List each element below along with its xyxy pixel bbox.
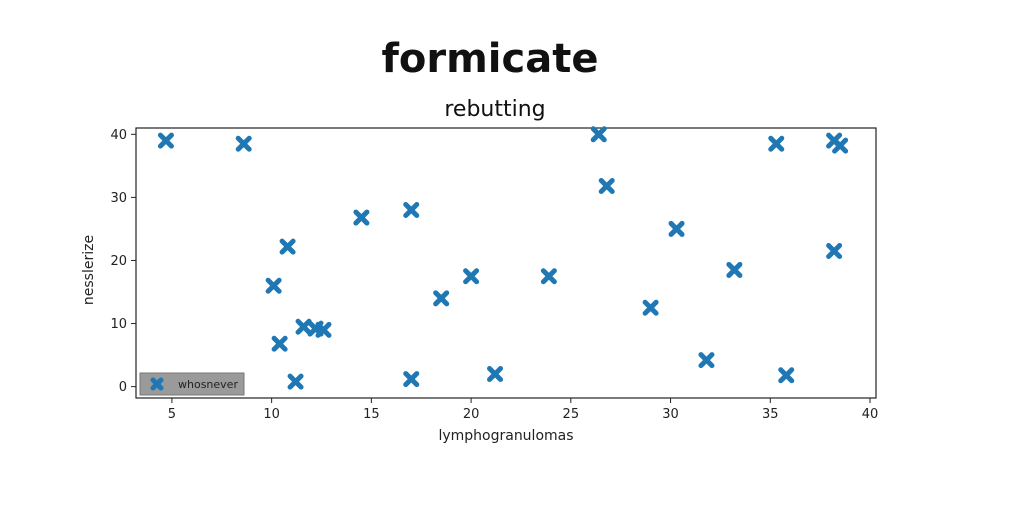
data-point-0-0 [157, 132, 174, 149]
data-point-0-26 [826, 243, 843, 260]
legend-marker-x [150, 377, 164, 391]
data-point-0-11-stroke-b [403, 371, 420, 388]
data-point-0-6-stroke-b [295, 318, 312, 335]
data-point-0-17 [598, 178, 615, 195]
data-markers [157, 126, 849, 390]
data-point-0-8-stroke-b [315, 321, 332, 338]
x-axis-label: lymphogranulomas [438, 428, 573, 444]
data-point-0-13-stroke-b [463, 268, 480, 285]
data-point-0-0-stroke-b [157, 132, 174, 149]
data-point-0-2-stroke-b [265, 277, 282, 294]
data-point-0-18-stroke-b [642, 299, 659, 316]
data-point-0-25-stroke-b [832, 137, 849, 154]
plot-frame [135, 127, 877, 399]
y-axis-ticks: 0 10 20 30 40 [110, 128, 136, 395]
data-point-0-25 [832, 137, 849, 154]
data-point-0-20 [698, 352, 715, 369]
data-point-0-4-stroke-b [279, 238, 296, 255]
data-point-0-11 [403, 371, 420, 388]
data-point-0-10 [403, 202, 420, 219]
data-point-0-23 [778, 367, 795, 384]
y-tick-label-20: 20 [110, 254, 127, 269]
x-tick-label-5: 5 [168, 407, 176, 422]
data-point-0-21-stroke-b [726, 261, 743, 278]
data-point-0-13 [463, 268, 480, 285]
data-point-0-3-stroke-b [271, 335, 288, 352]
data-point-0-3 [271, 335, 288, 352]
legend-box [139, 372, 245, 396]
data-point-0-17-stroke-b [598, 178, 615, 195]
data-point-0-14-stroke-b [487, 366, 504, 383]
data-point-0-22 [768, 135, 785, 152]
y-tick-label-30: 30 [110, 191, 127, 206]
data-point-0-14 [487, 366, 504, 383]
y-tick-label-0: 0 [119, 380, 127, 395]
data-point-0-23-stroke-b [778, 367, 795, 384]
legend-marker [150, 377, 164, 391]
data-point-0-12 [433, 290, 450, 307]
data-point-0-19 [668, 220, 685, 237]
x-tick-label-15: 15 [363, 407, 380, 422]
data-point-0-18 [642, 299, 659, 316]
data-point-0-4 [279, 238, 296, 255]
chart-title: formicate [382, 36, 599, 82]
data-point-0-26-stroke-b [826, 243, 843, 260]
data-point-0-9 [353, 209, 370, 226]
y-tick-label-40: 40 [110, 128, 127, 143]
x-tick-label-20: 20 [463, 407, 480, 422]
data-point-0-15 [540, 268, 557, 285]
data-point-0-19-stroke-b [668, 220, 685, 237]
data-point-0-6 [295, 318, 312, 335]
data-point-0-8 [315, 321, 332, 338]
data-point-0-9-stroke-b [353, 209, 370, 226]
data-point-0-20-stroke-b [698, 352, 715, 369]
x-tick-label-35: 35 [762, 407, 779, 422]
y-tick-label-10: 10 [110, 317, 127, 332]
data-point-0-1 [235, 135, 252, 152]
x-axis-ticks: 5 10 15 20 25 30 35 40 [168, 398, 879, 422]
x-tick-label-40: 40 [862, 407, 879, 422]
data-point-0-2 [265, 277, 282, 294]
legend: whosnever [139, 372, 245, 396]
legend-label: whosnever [178, 378, 238, 391]
data-point-0-22-stroke-b [768, 135, 785, 152]
x-tick-label-10: 10 [263, 407, 280, 422]
chart-subtitle: rebutting [444, 97, 545, 122]
legend-marker-x-stroke-b [150, 377, 164, 391]
data-point-0-16-stroke-b [590, 126, 607, 143]
data-point-0-5-stroke-b [287, 373, 304, 390]
x-tick-label-30: 30 [662, 407, 679, 422]
data-point-0-12-stroke-b [433, 290, 450, 307]
data-point-0-16 [590, 126, 607, 143]
y-axis-label: nesslerize [81, 235, 97, 305]
data-point-0-10-stroke-b [403, 202, 420, 219]
data-point-0-1-stroke-b [235, 135, 252, 152]
data-point-0-5 [287, 373, 304, 390]
plot-area: 5 10 15 20 25 30 35 40 0 10 20 30 40 [110, 126, 879, 422]
x-tick-label-25: 25 [563, 407, 580, 422]
data-point-0-21 [726, 261, 743, 278]
data-point-0-15-stroke-b [540, 268, 557, 285]
